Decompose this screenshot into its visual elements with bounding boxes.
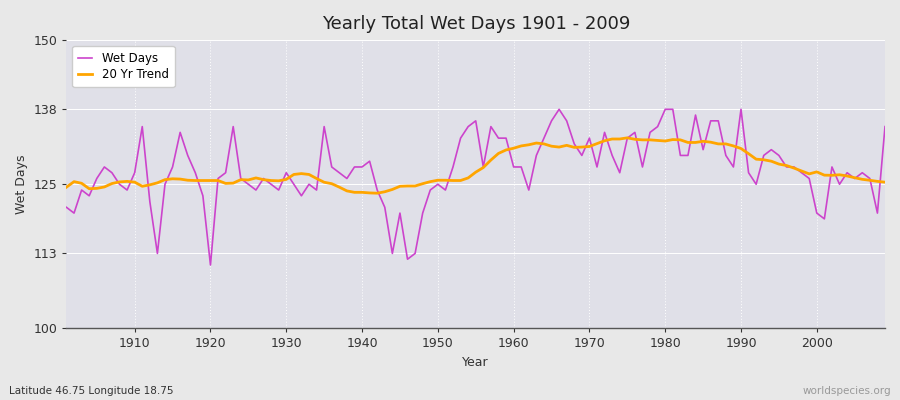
Wet Days <box>879 124 890 129</box>
Title: Yearly Total Wet Days 1901 - 2009: Yearly Total Wet Days 1901 - 2009 <box>321 15 630 33</box>
Wet Days <box>296 193 307 198</box>
Wet Days <box>341 176 352 181</box>
20 Yr Trend <box>516 144 526 148</box>
Wet Days <box>122 188 132 192</box>
20 Yr Trend <box>607 136 617 141</box>
20 Yr Trend <box>334 185 345 190</box>
Wet Days <box>554 107 564 112</box>
Text: Latitude 46.75 Longitude 18.75: Latitude 46.75 Longitude 18.75 <box>9 386 174 396</box>
20 Yr Trend <box>372 191 382 196</box>
Wet Days <box>508 164 519 169</box>
Legend: Wet Days, 20 Yr Trend: Wet Days, 20 Yr Trend <box>72 46 175 87</box>
20 Yr Trend <box>508 146 519 151</box>
X-axis label: Year: Year <box>463 356 489 369</box>
Wet Days <box>61 205 72 210</box>
20 Yr Trend <box>288 172 299 177</box>
Y-axis label: Wet Days: Wet Days <box>15 154 28 214</box>
Line: Wet Days: Wet Days <box>67 109 885 265</box>
Wet Days <box>205 262 216 267</box>
Text: worldspecies.org: worldspecies.org <box>803 386 891 396</box>
Line: 20 Yr Trend: 20 Yr Trend <box>67 138 885 193</box>
20 Yr Trend <box>622 136 633 140</box>
20 Yr Trend <box>61 185 72 190</box>
Wet Days <box>615 170 626 175</box>
20 Yr Trend <box>879 180 890 184</box>
20 Yr Trend <box>122 179 132 184</box>
Wet Days <box>516 164 526 169</box>
